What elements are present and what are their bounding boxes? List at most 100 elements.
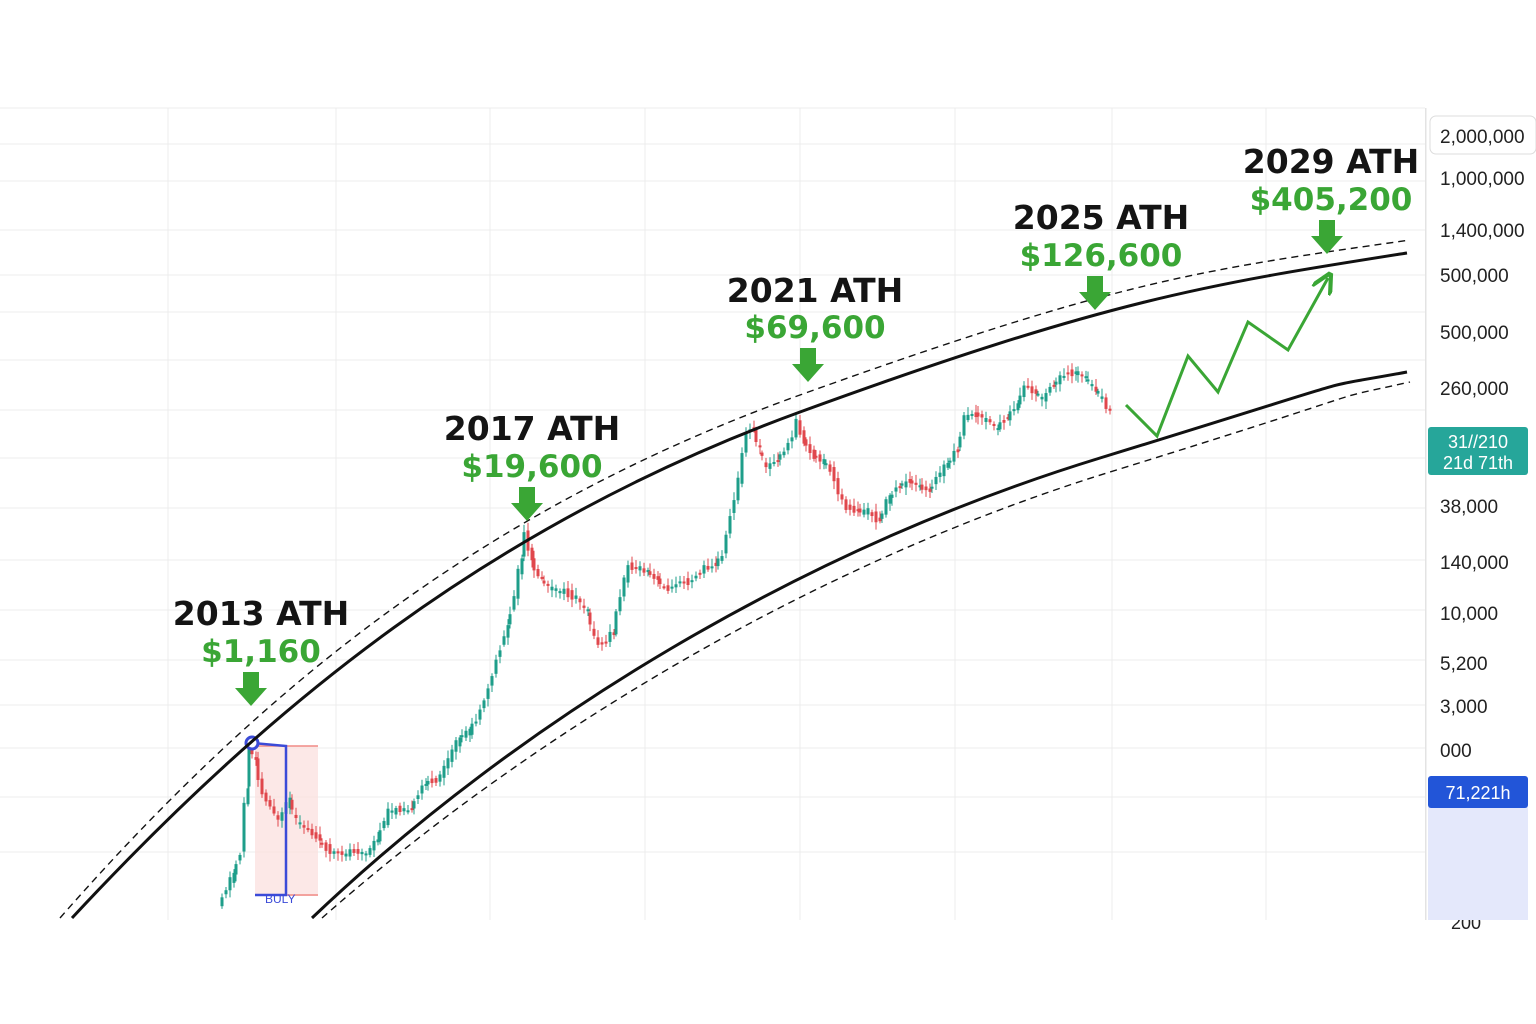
candle-body — [582, 605, 586, 608]
candle-body — [728, 516, 732, 534]
candle-body — [670, 586, 674, 589]
candle-body — [464, 730, 468, 738]
candle-body — [246, 788, 250, 805]
candle-body — [804, 439, 808, 446]
candle-body — [228, 877, 232, 891]
candle-body — [914, 482, 918, 485]
channel-lines — [59, 239, 1411, 920]
candle-body — [642, 568, 646, 573]
ath-2021-annotation: 2021 ATH$69,600 — [727, 271, 903, 382]
candle-body — [536, 569, 540, 577]
candle-body — [426, 781, 430, 785]
candle-body — [600, 642, 604, 645]
candle-body — [574, 595, 578, 599]
candle-body — [658, 578, 662, 585]
candle-body — [974, 412, 978, 418]
candle-body — [880, 513, 884, 519]
candle-body — [720, 556, 724, 561]
candle-body — [622, 577, 626, 597]
candle-body — [314, 832, 318, 839]
candle-body — [1030, 386, 1034, 394]
projection-path — [1124, 278, 1328, 439]
candle-body — [558, 591, 562, 594]
candle-body — [474, 721, 478, 724]
candle-body — [570, 590, 574, 600]
candle-body — [1022, 385, 1026, 398]
candle-body — [562, 588, 566, 594]
candle-body — [360, 851, 364, 855]
candle-body — [802, 430, 806, 444]
candle-body — [996, 428, 1000, 431]
candle-body — [280, 812, 284, 821]
candle-body — [1104, 397, 1108, 409]
candle-body — [618, 597, 622, 612]
candle-body — [900, 483, 904, 486]
candle-body — [690, 580, 694, 583]
price-axis-tick-label: 10,000 — [1440, 604, 1498, 625]
candle-body — [768, 463, 772, 469]
candle-body — [424, 783, 428, 786]
buy-label: BULY — [265, 892, 295, 906]
candle-body — [318, 834, 322, 841]
candle-body — [294, 814, 298, 819]
candle-body — [520, 558, 524, 575]
candle-body — [220, 897, 224, 907]
candle-body — [648, 571, 652, 575]
candle-body — [952, 450, 956, 462]
lower-dashed-band — [321, 381, 1411, 919]
crosshair-side-panel — [1428, 806, 1528, 920]
candle-body — [260, 778, 264, 795]
ath-2021-price: $69,600 — [744, 310, 885, 346]
candle-body — [588, 612, 592, 625]
candle-body — [702, 565, 706, 574]
candle-body — [1076, 371, 1080, 376]
candle-body — [1006, 417, 1010, 420]
candle-body — [646, 570, 650, 573]
candle-body — [998, 422, 1002, 430]
candle-body — [818, 454, 822, 462]
candle-body — [966, 414, 970, 421]
crosshair-price-label: 71,221h — [1445, 783, 1510, 803]
price-axis-tick-label: 38,000 — [1440, 497, 1498, 518]
price-axis-tick-label: 3,000 — [1440, 697, 1488, 718]
candle-body — [736, 477, 740, 501]
candle-body — [984, 418, 988, 422]
ath-2025-price: $126,600 — [1020, 238, 1183, 274]
candle-body — [332, 851, 336, 854]
candle-body — [884, 499, 888, 515]
candle-body — [224, 890, 228, 895]
candle-body — [980, 414, 984, 418]
candle-body — [674, 584, 678, 588]
price-axis[interactable]: 2,000,000 1,000,000 1,400,000 500,000 500,00… — [1425, 108, 1536, 933]
candle-body — [508, 614, 512, 625]
candle-body — [324, 842, 328, 851]
candle-body — [1054, 381, 1058, 385]
candle-body — [890, 494, 894, 498]
candle-body — [714, 562, 718, 566]
down-arrow-icon — [1079, 276, 1111, 310]
candle-body — [970, 413, 974, 416]
candle-body — [604, 641, 608, 644]
candle-body — [686, 578, 690, 586]
candle-body — [772, 461, 776, 464]
candle-body — [390, 810, 394, 813]
candle-body — [402, 808, 406, 812]
candle-body — [1090, 384, 1094, 387]
candle-body — [732, 500, 736, 513]
candle-body — [232, 872, 236, 883]
candle-body — [1066, 372, 1070, 375]
candle-body — [928, 488, 932, 492]
candle-body — [352, 849, 356, 853]
candle-body — [430, 778, 434, 784]
candle-body — [794, 418, 798, 438]
candle-body — [638, 566, 642, 571]
candle-body — [376, 839, 380, 843]
down-arrow-icon — [792, 348, 824, 382]
candle-body — [832, 467, 836, 482]
ath-2029-annotation: 2029 ATH$405,200 — [1243, 142, 1419, 254]
candle-body — [612, 632, 616, 636]
candle-body — [754, 429, 758, 443]
upper-dashed-band — [59, 239, 1411, 919]
candle-body — [858, 508, 862, 513]
